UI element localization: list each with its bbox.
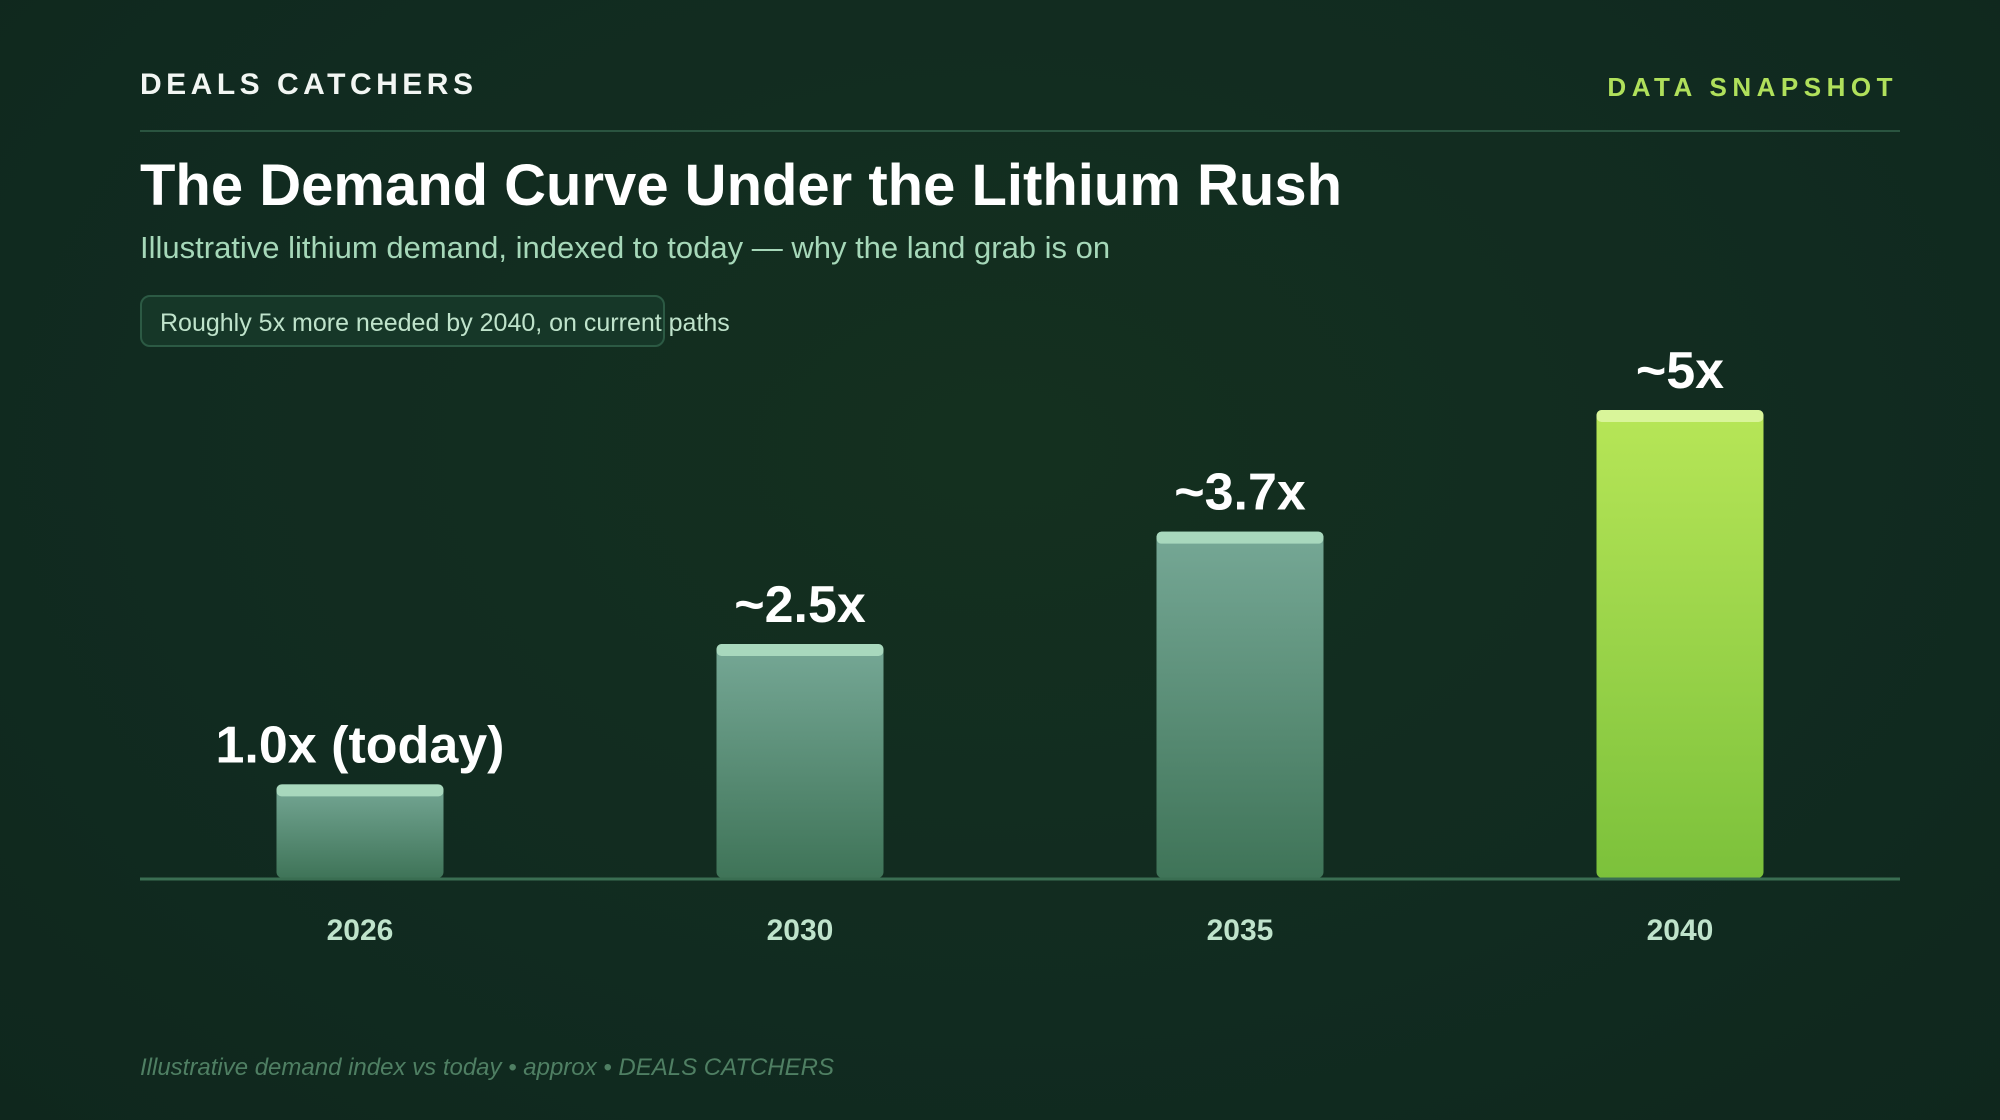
callout-text: Roughly 5x more needed by 2040, on curre…	[160, 309, 730, 337]
data-label-2026: 1.0x (today)	[216, 716, 505, 774]
bar-2040	[1596, 410, 1764, 878]
bar-2035	[1156, 531, 1324, 878]
bar-cap-2026	[276, 784, 444, 797]
bar-cap-2030	[716, 644, 884, 656]
bar-cap-2035	[1156, 531, 1324, 544]
footer-source: Illustrative demand index vs today • app…	[140, 1054, 834, 1081]
callout-box	[140, 295, 665, 347]
bar-2030	[716, 644, 884, 878]
brand-name: DEALS CATCHERS	[140, 68, 478, 101]
data-label-2035: ~3.7x	[1174, 464, 1306, 522]
x-tick-2035: 2035	[1207, 914, 1274, 947]
data-label-2030: ~2.5x	[734, 576, 866, 634]
section-tag: DATA SNAPSHOT	[1607, 72, 1898, 102]
bar-2026	[276, 784, 444, 878]
x-tick-2026: 2026	[327, 914, 394, 947]
chart-title: The Demand Curve Under the Lithium Rush	[140, 153, 1342, 218]
bar-cap-2040	[1596, 410, 1764, 422]
data-label-2040: ~5x	[1636, 342, 1724, 400]
header-divider	[140, 130, 1900, 132]
x-tick-2040: 2040	[1647, 914, 1714, 947]
chart-subtitle: Illustrative lithium demand, indexed to …	[140, 230, 1111, 265]
x-tick-2030: 2030	[767, 914, 834, 947]
